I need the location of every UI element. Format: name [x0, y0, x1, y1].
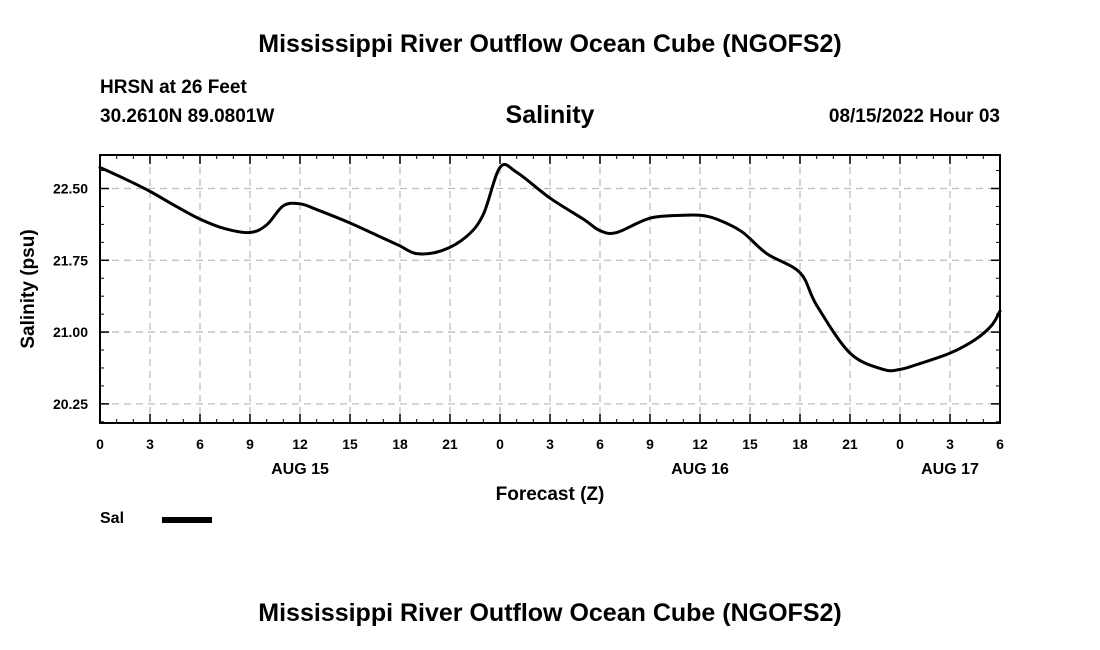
x-tick-label: 0 [496, 436, 504, 452]
date-label: AUG 16 [671, 461, 729, 478]
x-tick-label: 0 [896, 436, 904, 452]
x-tick-label: 9 [646, 436, 654, 452]
x-tick-label: 9 [246, 436, 254, 452]
x-tick-label: 0 [96, 436, 104, 452]
x-tick-label: 18 [392, 436, 408, 452]
x-tick-label: 18 [792, 436, 808, 452]
x-axis-label: Forecast (Z) [496, 484, 605, 505]
y-axis-label: Salinity (psu) [18, 229, 39, 348]
axes: 0 3 6 9 12 15 18 21 0 3 6 9 12 15 18 21 0 3 6 AUG 15 AUG 16 A… [53, 155, 1004, 478]
x-tick-label: 21 [842, 436, 858, 452]
x-tick-label: 21 [442, 436, 458, 452]
y-tick-label: 22.50 [53, 181, 88, 197]
legend-line-swatch [162, 517, 212, 523]
x-tick-label: 3 [946, 436, 954, 452]
chart-subtitle: Salinity [505, 101, 595, 129]
x-tick-label: 12 [692, 436, 708, 452]
salinity-series-line [98, 163, 1002, 373]
x-tick-label: 6 [996, 436, 1004, 452]
datetime-label: 08/15/2022 Hour 03 [828, 106, 1000, 127]
footer-title: Mississippi River Outflow Ocean Cube (NG… [258, 599, 842, 627]
y-tick-label: 20.25 [53, 396, 88, 412]
x-tick-label: 15 [742, 436, 758, 452]
coordinates-label: 30.2610N 89.0801W [100, 106, 275, 127]
x-tick-label: 6 [596, 436, 604, 452]
x-tick-label: 3 [546, 436, 554, 452]
x-tick-label: 15 [342, 436, 358, 452]
y-tick-label: 21.75 [53, 252, 88, 268]
date-label: AUG 15 [271, 461, 329, 478]
station-label: HRSN at 26 Feet [100, 77, 247, 98]
grid [100, 155, 1000, 423]
x-tick-label: 3 [146, 436, 154, 452]
x-tick-label: 6 [196, 436, 204, 452]
y-tick-label: 21.00 [53, 324, 88, 340]
x-tick-label: 12 [292, 436, 308, 452]
date-label: AUG 17 [921, 461, 979, 478]
legend-label: Sal [100, 510, 125, 527]
page-title: Mississippi River Outflow Ocean Cube (NG… [258, 30, 842, 58]
